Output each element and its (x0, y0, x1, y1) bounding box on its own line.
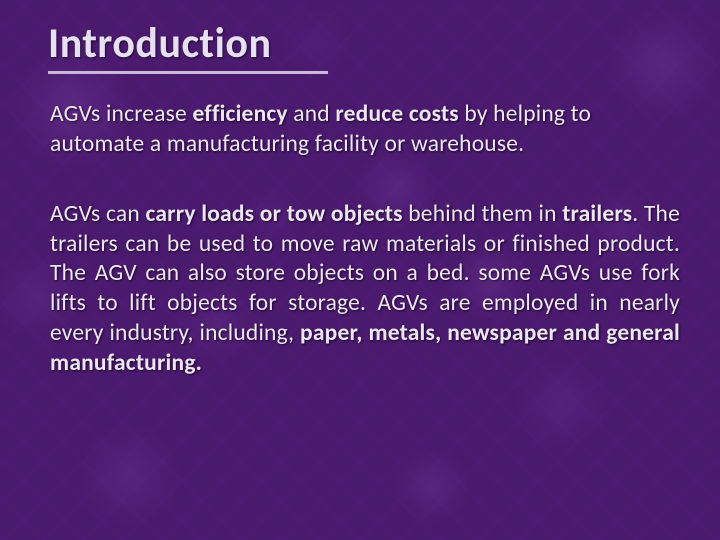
p1-bold2: reduce costs (335, 100, 464, 128)
p2-seg1: AGVs can (50, 200, 145, 228)
slide-title: Introduction (48, 18, 328, 74)
paragraph-1: AGVs increase efficiency and reduce cost… (50, 100, 680, 160)
slide-content: AGVs increase efficiency and reduce cost… (48, 100, 690, 379)
p1-seg2: and (293, 100, 335, 128)
p1-seg1: AGVs increase (50, 100, 192, 128)
slide: Introduction AGVs increase efficiency an… (0, 0, 720, 540)
paragraph-2: AGVs can carry loads or tow objects behi… (50, 200, 680, 379)
p2-seg2: behind them in (403, 200, 562, 228)
p2-bold1: carry loads or tow objects (145, 200, 402, 228)
p1-bold1: efficiency (192, 100, 293, 128)
p2-bold2: trailers (562, 200, 632, 228)
